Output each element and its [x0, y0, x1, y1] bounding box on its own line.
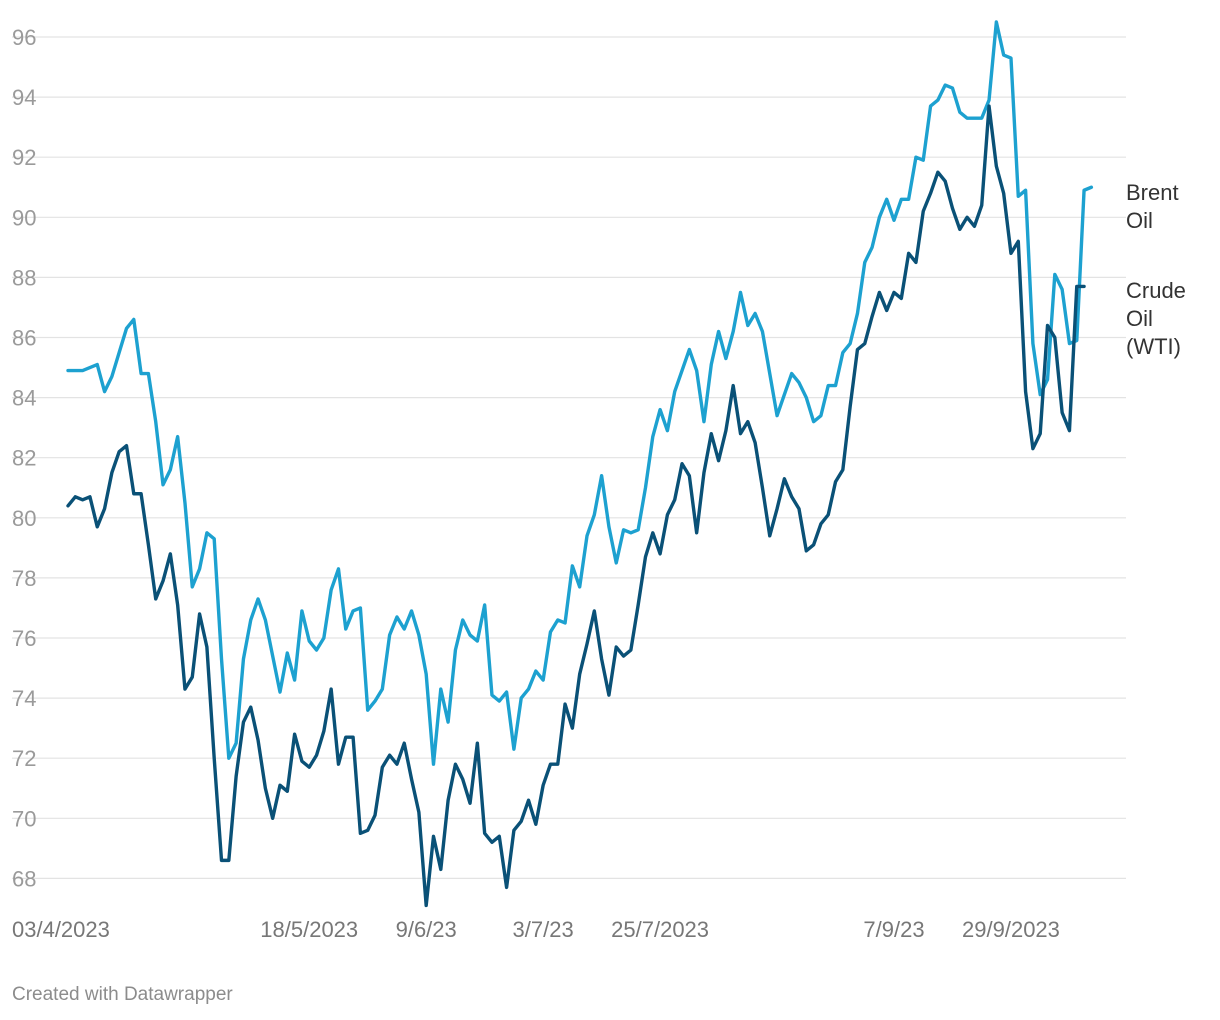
x-tick-label: 29/9/2023 — [962, 917, 1060, 942]
y-tick-label: 70 — [12, 806, 36, 831]
y-tick-label: 78 — [12, 566, 36, 591]
y-tick-label: 82 — [12, 446, 36, 471]
y-tick-label: 90 — [12, 205, 36, 230]
x-tick-label: 03/4/2023 — [12, 917, 110, 942]
legend-labels: Brent Oil Crude Oil (WTI) — [1126, 180, 1186, 359]
x-tick-label: 25/7/2023 — [611, 917, 709, 942]
y-axis-tick-labels: 68 70 72 74 76 78 80 82 84 86 88 90 92 94 96 — [12, 25, 36, 891]
legend-label-crude-oil-wti: Crude Oil (WTI) — [1126, 278, 1186, 359]
series-lines — [66, 20, 1094, 908]
y-tick-label: 72 — [12, 746, 36, 771]
y-tick-label: 86 — [12, 326, 36, 351]
brent-oil-line — [66, 20, 1094, 766]
y-tick-label: 92 — [12, 145, 36, 170]
crude-oil-wti-line — [66, 104, 1086, 908]
y-tick-label: 94 — [12, 85, 36, 110]
x-tick-label: 9/6/23 — [396, 917, 457, 942]
datawrapper-credit: Created with Datawrapper — [12, 984, 233, 1005]
y-tick-label: 76 — [12, 626, 36, 651]
x-tick-label: 7/9/23 — [863, 917, 924, 942]
y-tick-label: 68 — [12, 866, 36, 891]
y-tick-label: 74 — [12, 686, 36, 711]
legend-label-brent-oil: Brent Oil — [1126, 180, 1179, 233]
y-tick-label: 80 — [12, 506, 36, 531]
y-tick-label: 88 — [12, 265, 36, 290]
y-tick-label: 96 — [12, 25, 36, 50]
x-axis-tick-labels: 03/4/2023 18/5/2023 9/6/23 3/7/23 25/7/2023 7… — [12, 917, 1060, 942]
x-tick-label: 18/5/2023 — [260, 917, 358, 942]
y-tick-label: 84 — [12, 386, 36, 411]
x-tick-label: 3/7/23 — [513, 917, 574, 942]
